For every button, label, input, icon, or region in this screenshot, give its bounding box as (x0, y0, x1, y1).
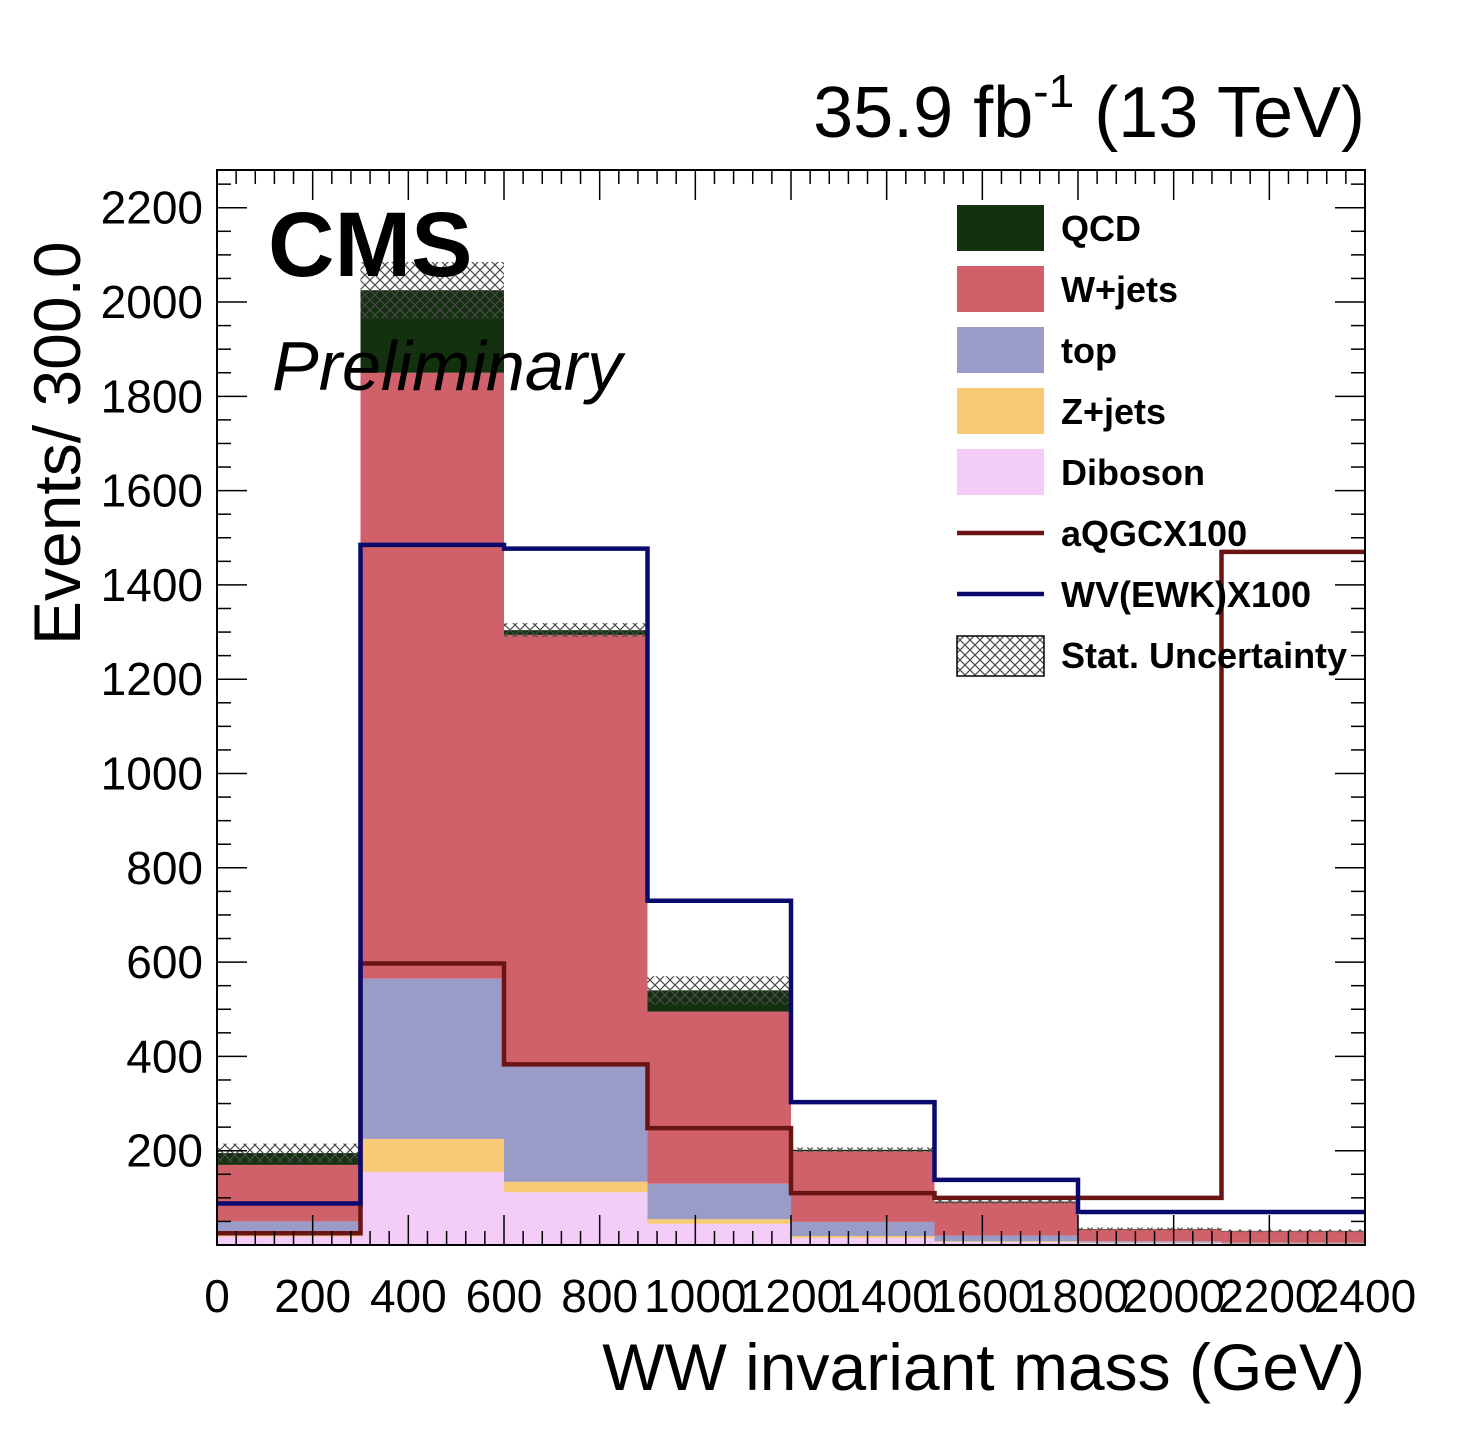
stat-uncertainty-bin-3 (647, 976, 791, 1005)
y-tick-label-1400: 1400 (101, 559, 203, 611)
legend-z-jets-swatch (957, 388, 1044, 434)
bar-diboson-bin-4 (791, 1237, 935, 1245)
experiment-label: CMS (268, 194, 472, 296)
bar-z-jets-bin-2 (504, 1181, 648, 1193)
legend-top-label: top (1061, 330, 1117, 371)
legend-wv-ewk-x100-label: WV(EWK)X100 (1061, 574, 1311, 615)
bar-w-jets-bin-6 (1078, 1229, 1222, 1242)
bar-w-jets-bin-0 (217, 1164, 361, 1222)
luminosity-exponent: -1 (1033, 65, 1074, 117)
x-tick-label-1000: 1000 (644, 1270, 746, 1322)
bar-top-bin-1 (360, 978, 504, 1139)
y-tick-label-200: 200 (126, 1125, 203, 1177)
stat-uncertainty-bin-4 (791, 1147, 935, 1153)
x-tick-label-1200: 1200 (740, 1270, 842, 1322)
legend-aqgcx100-label: aQGCX100 (1061, 513, 1247, 554)
y-tick-label-1200: 1200 (101, 653, 203, 705)
legend: QCD W+jets top Z+jets Diboson aQGCX100 WV(EWK)… (956, 205, 1347, 677)
bar-z-jets-bin-4 (791, 1236, 935, 1238)
bar-diboson-bin-1 (360, 1171, 504, 1245)
stat-uncertainty-bin-7 (1221, 1229, 1365, 1233)
legend-w-jets-label: W+jets (1061, 269, 1178, 310)
bar-top-bin-2 (504, 1063, 648, 1182)
x-tick-label-2200: 2200 (1218, 1270, 1320, 1322)
stacked-bars (217, 290, 1365, 1245)
bar-top-bin-5 (934, 1235, 1078, 1242)
x-tick-label-800: 800 (561, 1270, 638, 1322)
y-axis-title: Events/ 300.0 (20, 241, 94, 645)
bar-top-bin-6 (1078, 1241, 1222, 1243)
legend-stat-uncertainty-swatch (956, 635, 1045, 677)
y-tick-label-1000: 1000 (101, 748, 203, 800)
x-tick-label-2000: 2000 (1122, 1270, 1224, 1322)
axis-ticks (216, 170, 1366, 1245)
stat-uncertainty-band (217, 261, 1365, 1233)
luminosity-value: 35.9 fb (813, 73, 1033, 153)
bar-z-jets-bin-3 (647, 1219, 791, 1224)
bar-z-jets-bin-0 (217, 1234, 361, 1237)
y-tick-label-400: 400 (126, 1030, 203, 1082)
legend-qcd-swatch (957, 205, 1044, 251)
y-tick-label-2000: 2000 (101, 276, 203, 328)
bar-diboson-bin-5 (934, 1242, 1078, 1245)
x-tick-label-2400: 2400 (1314, 1270, 1416, 1322)
legend-diboson-swatch (957, 449, 1044, 495)
bar-w-jets-bin-7 (1221, 1231, 1365, 1243)
signal-lines (217, 542, 1365, 1236)
bar-top-bin-4 (791, 1221, 935, 1237)
luminosity-label: 35.9 fb-1 (13 TeV) (813, 65, 1365, 153)
bar-w-jets-bin-3 (647, 1011, 791, 1184)
line-aqgcx100 (217, 549, 1365, 1236)
x-tick-label-200: 200 (274, 1270, 351, 1322)
stat-uncertainty-bin-1 (360, 261, 504, 319)
bar-w-jets-bin-2 (504, 634, 648, 1064)
luminosity-energy: (13 TeV) (1074, 73, 1365, 153)
stat-uncertainty-bin-5 (934, 1199, 1078, 1204)
bar-w-jets-bin-5 (934, 1202, 1078, 1236)
bar-top-bin-7 (1221, 1242, 1365, 1244)
y-tick-label-600: 600 (126, 936, 203, 988)
legend-diboson-label: Diboson (1061, 452, 1205, 493)
y-tick-label-1600: 1600 (101, 465, 203, 517)
legend-qcd-label: QCD (1061, 208, 1141, 249)
x-tick-label-400: 400 (370, 1270, 447, 1322)
bar-z-jets-bin-5 (934, 1241, 1078, 1243)
stat-uncertainty-bin-6 (1078, 1227, 1222, 1231)
legend-z-jets-label: Z+jets (1061, 391, 1166, 432)
line-wv-ewk-x100 (217, 542, 1365, 1215)
x-tick-label-1400: 1400 (835, 1270, 937, 1322)
x-axis-title: WW invariant mass (GeV) (602, 1330, 1365, 1404)
x-tick-label-0: 0 (204, 1270, 230, 1322)
x-tick-label-1600: 1600 (931, 1270, 1033, 1322)
stat-uncertainty-bin-0 (217, 1143, 361, 1163)
bar-w-jets-bin-4 (791, 1151, 935, 1222)
x-tick-label-600: 600 (466, 1270, 543, 1322)
bar-w-jets-bin-1 (360, 372, 504, 979)
bar-top-bin-3 (647, 1183, 791, 1220)
legend-top-swatch (957, 327, 1044, 373)
bar-diboson-bin-3 (647, 1223, 791, 1245)
legend-stat-uncertainty-label: Stat. Uncertainty (1061, 635, 1347, 676)
stat-uncertainty-bin-2 (504, 623, 648, 638)
bar-diboson-bin-0 (217, 1236, 361, 1245)
y-tick-label-1800: 1800 (101, 370, 203, 422)
tick-labels: 0 200 400 600 800 100012001400160018002000220… (101, 182, 1417, 1322)
x-tick-label-1800: 1800 (1027, 1270, 1129, 1322)
bar-diboson-bin-2 (504, 1192, 648, 1245)
status-label: Preliminary (272, 327, 626, 405)
bar-z-jets-bin-1 (360, 1138, 504, 1172)
legend-w-jets-swatch (957, 266, 1044, 312)
y-tick-label-2200: 2200 (101, 182, 203, 234)
y-tick-label-800: 800 (126, 842, 203, 894)
